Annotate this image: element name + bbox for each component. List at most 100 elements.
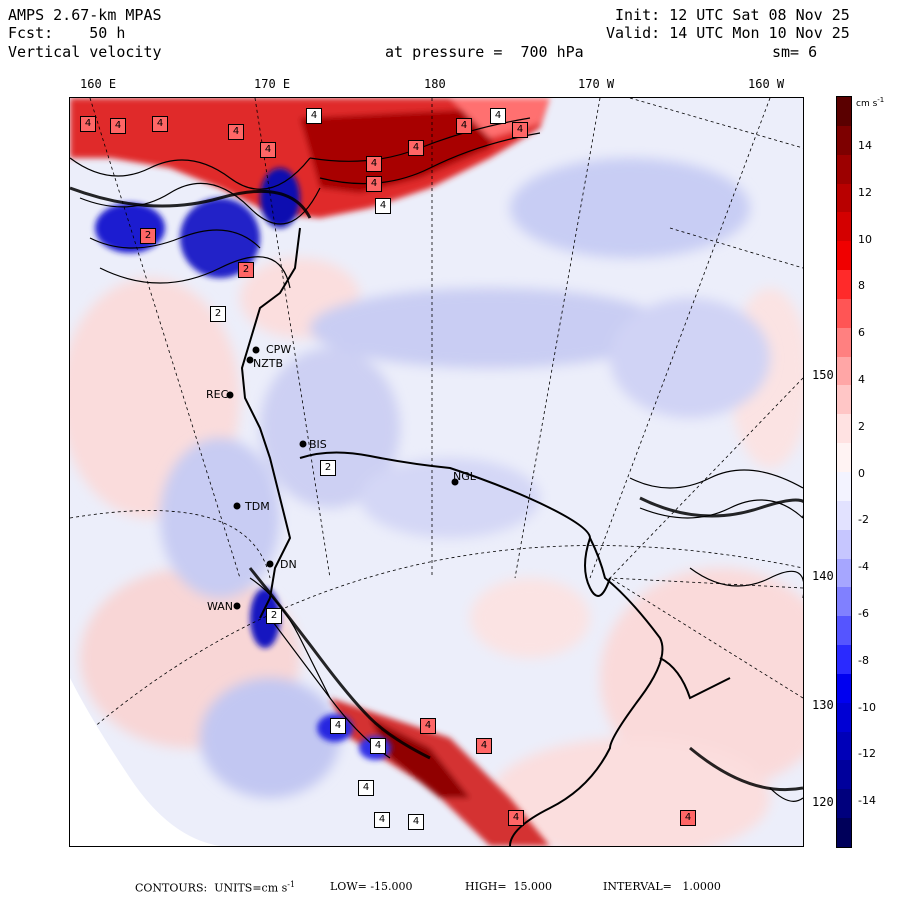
colorbar-segment <box>837 616 851 646</box>
extremum-box: 4 <box>306 108 322 124</box>
footer-high: HIGH= 15.000 <box>465 880 553 893</box>
colorbar-tick-label: -14 <box>858 794 876 808</box>
extremum-box: 4 <box>512 122 528 138</box>
colorbar-tick-label: -4 <box>858 560 869 574</box>
extremum-box: 4 <box>476 738 492 754</box>
extremum-box: 2 <box>210 306 226 322</box>
colorbar-segment <box>837 673 851 704</box>
colorbar-segment <box>837 500 851 531</box>
extremum-box: 4 <box>680 810 696 826</box>
colorbar-tick-label: 2 <box>858 419 865 433</box>
lon-label-160e: 160 E <box>80 77 117 91</box>
extremum-box: 4 <box>375 198 391 214</box>
extremum-box: 4 <box>408 814 424 830</box>
footer-low: LOW= -15.000 <box>330 880 413 893</box>
footer-interval: INTERVAL= 1.0000 <box>603 880 721 893</box>
extremum-box: 4 <box>508 810 524 826</box>
colorbar-segment <box>837 760 851 790</box>
lon-label-170e: 170 E <box>254 77 291 91</box>
lon-label-180: 180 <box>424 77 446 91</box>
dense-contour-bands <box>70 186 803 792</box>
colorbar-segment <box>837 212 851 242</box>
extremum-box: 4 <box>228 124 244 140</box>
colorbar-segment <box>837 241 851 271</box>
coastline <box>240 227 731 846</box>
extremum-box: 4 <box>408 140 424 156</box>
colorbar-segment <box>837 818 851 848</box>
station-label-rec: REC <box>206 388 229 401</box>
colorbar-segment <box>837 270 851 300</box>
station-dot-wan <box>233 602 241 610</box>
colorbar-segment <box>837 298 851 329</box>
colorbar-tick-label: 8 <box>858 279 865 293</box>
station-label-wan: WAN <box>207 600 234 613</box>
extremum-box: 4 <box>366 176 382 192</box>
station-label-ngl: NGL <box>453 470 476 483</box>
extremum-box: 4 <box>152 116 168 132</box>
colorbar-segment <box>837 327 851 358</box>
extremum-box: 4 <box>358 780 374 796</box>
colorbar-segment <box>837 125 851 156</box>
colorbar-tick-label: 12 <box>858 185 872 199</box>
colorbar-tick-label: -10 <box>858 700 876 714</box>
colorbar-segment <box>837 558 851 588</box>
station-dot-bis <box>299 440 307 448</box>
colorbar-tick-label: 4 <box>858 373 865 386</box>
station-label-bis: BIS <box>309 438 327 451</box>
colorbar-segment <box>837 183 851 213</box>
no-data-area <box>70 678 220 846</box>
extremum-box: 2 <box>266 608 282 624</box>
extremum-box: 4 <box>80 116 96 132</box>
colorbar-segment <box>837 385 851 415</box>
colorbar-units: cm s-1 <box>856 96 885 109</box>
extremum-box: 2 <box>320 460 336 476</box>
extremum-box: 4 <box>490 108 506 124</box>
colorbar-tick-label: 10 <box>858 232 872 246</box>
station-dot-cpw <box>252 346 260 354</box>
vertical-velocity-map: CPW NZTB REC BIS TDM DN WAN NGL 4 4 4 4 … <box>69 97 804 847</box>
extremum-box: 4 <box>456 118 472 134</box>
extremum-box: 4 <box>366 156 382 172</box>
light-negative-regions <box>160 158 770 798</box>
colorbar-tick-label: 14 <box>858 139 872 152</box>
station-label-dn: DN <box>280 558 297 571</box>
field-name: Vertical velocity <box>8 43 162 61</box>
colorbar-tick-label: -6 <box>858 607 869 620</box>
colorbar-tick-label: -2 <box>858 513 869 527</box>
colorbar-segment <box>837 356 851 386</box>
station-dot-dn <box>266 560 274 568</box>
colorbar-segment <box>837 529 851 560</box>
lon-label-160w: 160 W <box>748 77 785 91</box>
colorbar-segment <box>837 154 851 185</box>
colorbar-tick-label: 0 <box>858 466 865 480</box>
colorbar <box>836 96 852 848</box>
colorbar-segment <box>837 645 851 675</box>
station-dot-rec <box>226 391 234 399</box>
colorbar-tick-label: -12 <box>858 747 876 761</box>
footer-contours: CONTOURS: UNITS=cm s-1 <box>135 880 296 895</box>
colorbar-segment <box>837 731 851 761</box>
extremum-box: 4 <box>330 718 346 734</box>
init-time: Init: 12 UTC Sat 08 Nov 25 <box>615 6 850 24</box>
map-canvas <box>70 98 803 846</box>
model-title: AMPS 2.67-km MPAS <box>8 6 162 24</box>
colorbar-tick-label: -8 <box>858 653 869 667</box>
colorbar-tick-label: 6 <box>858 326 865 340</box>
lon-label-170w: 170 W <box>578 77 615 91</box>
smoothing-value: sm= 6 <box>772 43 818 61</box>
extremum-box: 4 <box>110 118 126 134</box>
colorbar-segment <box>837 97 851 127</box>
station-label-nztb: NZTB <box>253 357 284 370</box>
extremum-box: 4 <box>370 738 386 754</box>
colorbar-segment <box>837 472 851 502</box>
valid-time: Valid: 14 UTC Mon 10 Nov 25 <box>606 24 850 42</box>
forecast-hour: Fcst: 50 h <box>8 24 126 42</box>
station-label-cpw: CPW <box>266 343 292 356</box>
extremum-box: 2 <box>140 228 156 244</box>
pressure-level: at pressure = 700 hPa <box>385 43 584 61</box>
extremum-box: 4 <box>260 142 276 158</box>
station-dot-tdm <box>233 502 241 510</box>
lat-lon-grid <box>70 98 803 749</box>
colorbar-segment <box>837 443 851 473</box>
extremum-box: 4 <box>374 812 390 828</box>
